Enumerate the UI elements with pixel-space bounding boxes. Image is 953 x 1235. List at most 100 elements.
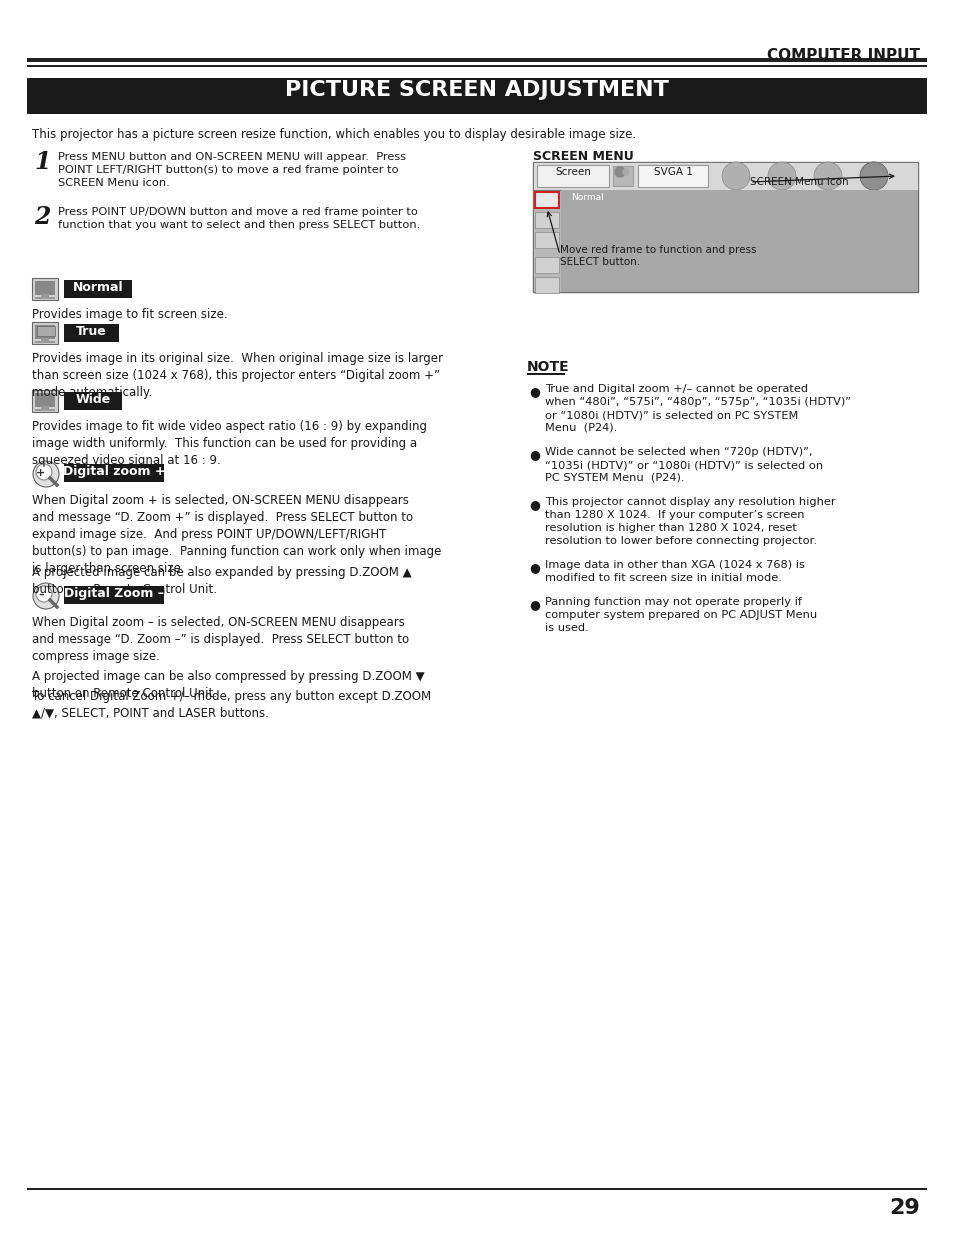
Circle shape bbox=[767, 162, 795, 190]
Bar bbox=[64, 585, 164, 604]
Bar bbox=[533, 190, 560, 291]
Text: This projector has a picture screen resize function, which enables you to displa: This projector has a picture screen resi… bbox=[32, 128, 636, 141]
Bar bbox=[526, 373, 564, 374]
Text: computer system prepared on PC ADJUST Menu: computer system prepared on PC ADJUST Me… bbox=[544, 610, 817, 620]
Text: 29: 29 bbox=[888, 1198, 919, 1218]
Text: Digital zoom +: Digital zoom + bbox=[63, 466, 165, 478]
Bar bbox=[535, 191, 558, 207]
Text: Menu  (P24).: Menu (P24). bbox=[544, 424, 617, 433]
Text: or “1080i (HDTV)” is selected on PC SYSTEM: or “1080i (HDTV)” is selected on PC SYST… bbox=[544, 410, 798, 420]
Bar bbox=[37, 326, 55, 336]
Bar bbox=[35, 282, 55, 295]
Text: A projected image can be also compressed by pressing D.ZOOM ▼
button on Remote C: A projected image can be also compressed… bbox=[32, 671, 424, 700]
Text: 1: 1 bbox=[34, 149, 51, 174]
Bar bbox=[27, 65, 926, 67]
Text: resolution to lower before connecting projector.: resolution to lower before connecting pr… bbox=[544, 536, 816, 546]
Circle shape bbox=[622, 169, 628, 175]
Bar bbox=[35, 341, 55, 343]
Text: To cancel Digital Zoom +/– mode, press any button except D.ZOOM
▲/▼, SELECT, POI: To cancel Digital Zoom +/– mode, press a… bbox=[32, 690, 431, 720]
Text: resolution is higher than 1280 X 1024, reset: resolution is higher than 1280 X 1024, r… bbox=[544, 522, 796, 534]
Text: Panning function may not operate properly if: Panning function may not operate properl… bbox=[544, 597, 801, 606]
Circle shape bbox=[615, 167, 624, 177]
Bar bbox=[638, 165, 707, 186]
Bar bbox=[27, 1188, 926, 1191]
Text: When Digital zoom – is selected, ON-SCREEN MENU disappears
and message “D. Zoom : When Digital zoom – is selected, ON-SCRE… bbox=[32, 616, 409, 663]
Text: Screen: Screen bbox=[555, 167, 590, 177]
Text: ●: ● bbox=[529, 598, 539, 611]
Text: Wide: Wide bbox=[75, 393, 111, 406]
Text: 2: 2 bbox=[34, 205, 51, 228]
Bar bbox=[41, 338, 49, 342]
Bar bbox=[27, 58, 926, 62]
Text: SCREEN MENU: SCREEN MENU bbox=[533, 149, 633, 163]
Bar bbox=[35, 409, 55, 411]
Text: ●: ● bbox=[529, 448, 539, 461]
Text: Press POINT UP/DOWN button and move a red frame pointer to
function that you wan: Press POINT UP/DOWN button and move a re… bbox=[58, 207, 420, 230]
Text: Digital Zoom –: Digital Zoom – bbox=[64, 587, 164, 600]
Bar bbox=[535, 232, 558, 248]
Circle shape bbox=[36, 585, 52, 601]
Bar bbox=[32, 322, 58, 345]
Bar bbox=[560, 190, 917, 291]
Bar bbox=[41, 294, 49, 298]
Circle shape bbox=[36, 464, 52, 480]
Text: True and Digital zoom +/– cannot be operated: True and Digital zoom +/– cannot be oper… bbox=[544, 384, 807, 394]
Bar bbox=[35, 393, 55, 408]
Text: SVGA 1: SVGA 1 bbox=[653, 167, 692, 177]
Circle shape bbox=[721, 162, 749, 190]
Text: This projector cannot display any resolution higher: This projector cannot display any resolu… bbox=[544, 496, 835, 508]
Text: SCREEN Menu icon: SCREEN Menu icon bbox=[749, 177, 848, 186]
Text: Provides image to fit screen size.: Provides image to fit screen size. bbox=[32, 308, 228, 321]
Bar bbox=[35, 325, 55, 338]
Bar bbox=[32, 278, 58, 300]
Bar bbox=[533, 162, 917, 291]
Circle shape bbox=[33, 583, 59, 609]
Bar bbox=[560, 191, 616, 207]
Bar bbox=[32, 390, 58, 412]
Circle shape bbox=[859, 162, 887, 190]
Text: –: – bbox=[38, 590, 44, 600]
Bar bbox=[560, 190, 917, 291]
Text: When Digital zoom + is selected, ON-SCREEN MENU disappears
and message “D. Zoom : When Digital zoom + is selected, ON-SCRE… bbox=[32, 494, 441, 576]
Text: ●: ● bbox=[529, 385, 539, 398]
Bar bbox=[535, 191, 558, 207]
Circle shape bbox=[33, 461, 59, 487]
Text: PICTURE SCREEN ADJUSTMENT: PICTURE SCREEN ADJUSTMENT bbox=[285, 80, 668, 100]
Bar bbox=[535, 277, 558, 293]
Bar bbox=[535, 257, 558, 273]
Bar bbox=[613, 165, 633, 186]
Text: Provides image to fit wide video aspect ratio (16 : 9) by expanding
image width : Provides image to fit wide video aspect … bbox=[32, 420, 427, 467]
Bar bbox=[64, 391, 122, 410]
Text: Press MENU button and ON-SCREEN MENU will appear.  Press
POINT LEFT/RIGHT button: Press MENU button and ON-SCREEN MENU wil… bbox=[58, 152, 406, 189]
Text: modified to fit screen size in initial mode.: modified to fit screen size in initial m… bbox=[544, 573, 781, 583]
Bar bbox=[35, 296, 55, 299]
Text: when “480i”, “575i”, “480p”, “575p”, “1035i (HDTV)”: when “480i”, “575i”, “480p”, “575p”, “10… bbox=[544, 396, 850, 408]
Text: than 1280 X 1024.  If your computer’s screen: than 1280 X 1024. If your computer’s scr… bbox=[544, 510, 803, 520]
Text: COMPUTER INPUT: COMPUTER INPUT bbox=[766, 48, 919, 63]
Text: ●: ● bbox=[529, 561, 539, 574]
Bar bbox=[533, 162, 917, 190]
Bar bbox=[64, 280, 132, 298]
Text: Move red frame to function and press
SELECT button.: Move red frame to function and press SEL… bbox=[559, 245, 756, 267]
Text: ●: ● bbox=[529, 498, 539, 511]
Circle shape bbox=[859, 162, 887, 190]
Circle shape bbox=[813, 162, 841, 190]
Text: NOTE: NOTE bbox=[526, 359, 569, 374]
Text: “1035i (HDTV)” or “1080i (HDTV)” is selected on: “1035i (HDTV)” or “1080i (HDTV)” is sele… bbox=[544, 459, 822, 471]
Text: Wide cannot be selected when “720p (HDTV)”,: Wide cannot be selected when “720p (HDTV… bbox=[544, 447, 812, 457]
Text: +: + bbox=[36, 468, 46, 478]
Text: PC SYSTEM Menu  (P24).: PC SYSTEM Menu (P24). bbox=[544, 473, 684, 483]
Bar bbox=[64, 324, 119, 342]
Text: is used.: is used. bbox=[544, 622, 588, 634]
Bar bbox=[41, 406, 49, 410]
Bar bbox=[64, 464, 164, 482]
Text: Normal: Normal bbox=[571, 193, 604, 203]
Text: Image data in other than XGA (1024 x 768) is: Image data in other than XGA (1024 x 768… bbox=[544, 559, 804, 571]
Bar bbox=[535, 212, 558, 228]
Text: True: True bbox=[75, 325, 107, 338]
Bar bbox=[537, 165, 608, 186]
Text: A projected image can be also expanded by pressing D.ZOOM ▲
button on Remote Con: A projected image can be also expanded b… bbox=[32, 566, 411, 597]
Text: Normal: Normal bbox=[72, 282, 123, 294]
Text: Provides image in its original size.  When original image size is larger
than sc: Provides image in its original size. Whe… bbox=[32, 352, 442, 399]
Bar bbox=[27, 78, 926, 114]
